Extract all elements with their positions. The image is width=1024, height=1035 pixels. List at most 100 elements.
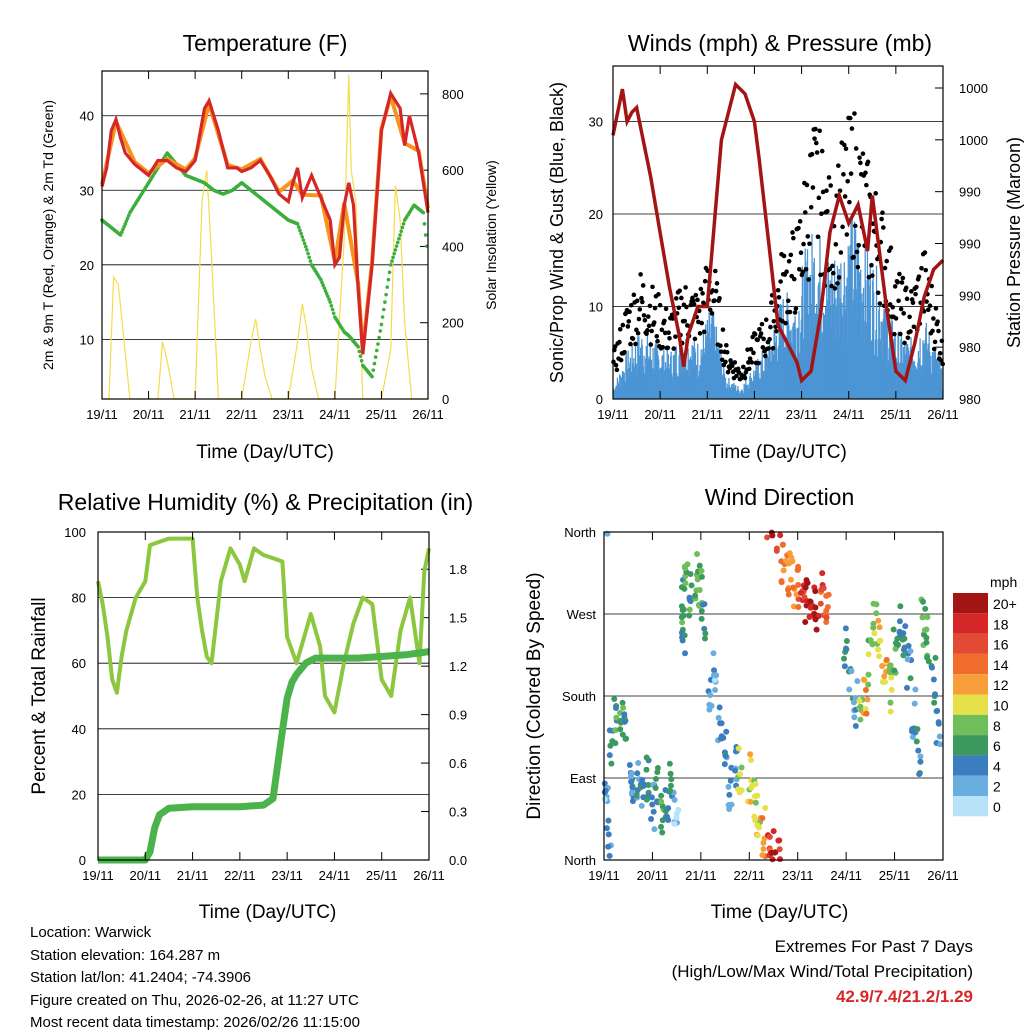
- direction-point: [846, 686, 853, 693]
- direction-point: [759, 852, 766, 859]
- legend-swatch: [953, 613, 988, 634]
- location-text: Location: Warwick: [30, 924, 152, 941]
- direction-point: [823, 592, 830, 599]
- direction-point: [612, 705, 619, 712]
- direction-point: [923, 634, 930, 641]
- y2-tick-label: 990: [959, 288, 981, 303]
- direction-point: [766, 833, 773, 840]
- gust-point: [742, 375, 748, 381]
- direction-point: [887, 699, 894, 706]
- gust-point: [904, 296, 910, 302]
- dewpoint-point: [323, 289, 328, 293]
- dewpoint-point: [384, 292, 388, 297]
- dewpoint-point: [388, 263, 393, 267]
- x-tick-label: 24/11: [319, 868, 351, 883]
- solar-series: [102, 74, 428, 400]
- direction-point: [706, 701, 713, 708]
- direction-point: [715, 714, 722, 721]
- direction-point: [681, 585, 688, 592]
- direction-point: [865, 681, 872, 688]
- direction-point: [629, 798, 636, 805]
- gust-point: [791, 235, 796, 241]
- gust-point: [640, 299, 645, 305]
- legend-label: 18: [993, 616, 1009, 632]
- gust-point: [785, 298, 791, 304]
- plot-frame: [612, 65, 944, 400]
- gust-point: [759, 321, 765, 327]
- dewpoint-point: [423, 233, 428, 237]
- gust-point: [617, 327, 623, 332]
- dewpoint-point: [357, 349, 362, 354]
- y2-tick-label: 1.2: [449, 659, 467, 674]
- gust-point: [651, 320, 657, 325]
- direction-point: [863, 710, 870, 717]
- direction-point: [772, 849, 779, 856]
- y-tick-label: 60: [72, 656, 86, 671]
- direction-point: [699, 601, 706, 608]
- x-tick-label: 21/11: [685, 868, 717, 883]
- y-tick-label: North: [564, 525, 596, 540]
- gust-point: [775, 287, 781, 293]
- y2-tick-label: 990: [959, 185, 981, 200]
- direction-point: [842, 625, 849, 632]
- direction-point: [795, 603, 802, 610]
- gust-point: [747, 356, 753, 361]
- dewpoint-point: [356, 345, 360, 349]
- gust-point: [652, 305, 658, 311]
- y2-tick-label: 980: [959, 340, 981, 355]
- gust-point: [767, 336, 772, 342]
- gust-point: [853, 223, 858, 229]
- direction-point: [897, 603, 904, 610]
- gust-point: [634, 327, 639, 333]
- x-tick-label: 19/11: [86, 407, 118, 422]
- legend-label: 8: [993, 718, 1001, 734]
- x-tick-label: 20/11: [644, 407, 676, 422]
- gust-point: [879, 216, 884, 222]
- y-tick-label: 100: [64, 525, 86, 540]
- gust-point: [665, 345, 671, 351]
- direction-point: [862, 706, 869, 713]
- direction-point: [764, 534, 771, 541]
- direction-point: [652, 785, 659, 792]
- gust-point: [841, 172, 846, 177]
- gust-point: [828, 183, 834, 188]
- direction-point: [682, 580, 689, 587]
- legend-label: 14: [993, 657, 1009, 673]
- dewpoint-point: [401, 222, 406, 226]
- direction-point: [876, 624, 883, 631]
- direction-point: [762, 805, 769, 812]
- gust-point: [930, 328, 935, 334]
- direction-point: [623, 735, 630, 742]
- direction-point: [701, 625, 708, 632]
- direction-point: [813, 626, 820, 633]
- gust-point: [805, 234, 811, 239]
- direction-point: [658, 823, 665, 830]
- direction-point: [860, 676, 867, 683]
- direction-point: [913, 738, 920, 745]
- direction-point: [779, 541, 786, 548]
- direction-point: [686, 606, 693, 613]
- dewpoint-point: [391, 255, 395, 260]
- x-tick-label: 19/11: [82, 868, 114, 883]
- gust-point: [857, 155, 862, 160]
- gust-point: [812, 136, 817, 141]
- direction-point: [875, 617, 882, 624]
- gust-point: [614, 367, 620, 373]
- gust-point: [770, 345, 776, 351]
- x-tick-label: 21/11: [179, 407, 211, 422]
- direction-point: [870, 620, 877, 627]
- y-tick-label: 10: [80, 332, 94, 347]
- direction-point: [797, 589, 804, 596]
- direction-point: [659, 803, 666, 810]
- legend-label: 6: [993, 738, 1001, 754]
- recent-text: Most recent data timestamp: 2026/02/26 1…: [30, 1014, 360, 1031]
- gust-point: [692, 336, 698, 342]
- gust-point: [925, 307, 931, 313]
- gust-point: [649, 328, 654, 334]
- gust-point: [937, 350, 943, 356]
- gust-point: [707, 307, 713, 313]
- y2-axis-label: Solar Insolation (Yellow): [483, 160, 499, 310]
- gust-point: [771, 318, 777, 324]
- dewpoint-point: [326, 294, 330, 299]
- direction-point: [824, 603, 831, 610]
